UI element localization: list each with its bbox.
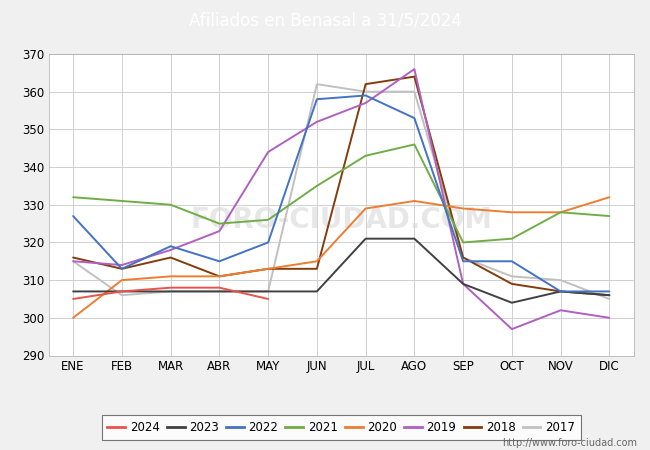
Text: Afiliados en Benasal a 31/5/2024: Afiliados en Benasal a 31/5/2024: [188, 11, 462, 29]
Legend: 2024, 2023, 2022, 2021, 2020, 2019, 2018, 2017: 2024, 2023, 2022, 2021, 2020, 2019, 2018…: [101, 415, 581, 440]
Text: FORO-CIUDAD.COM: FORO-CIUDAD.COM: [190, 206, 492, 234]
Text: http://www.foro-ciudad.com: http://www.foro-ciudad.com: [502, 438, 637, 448]
